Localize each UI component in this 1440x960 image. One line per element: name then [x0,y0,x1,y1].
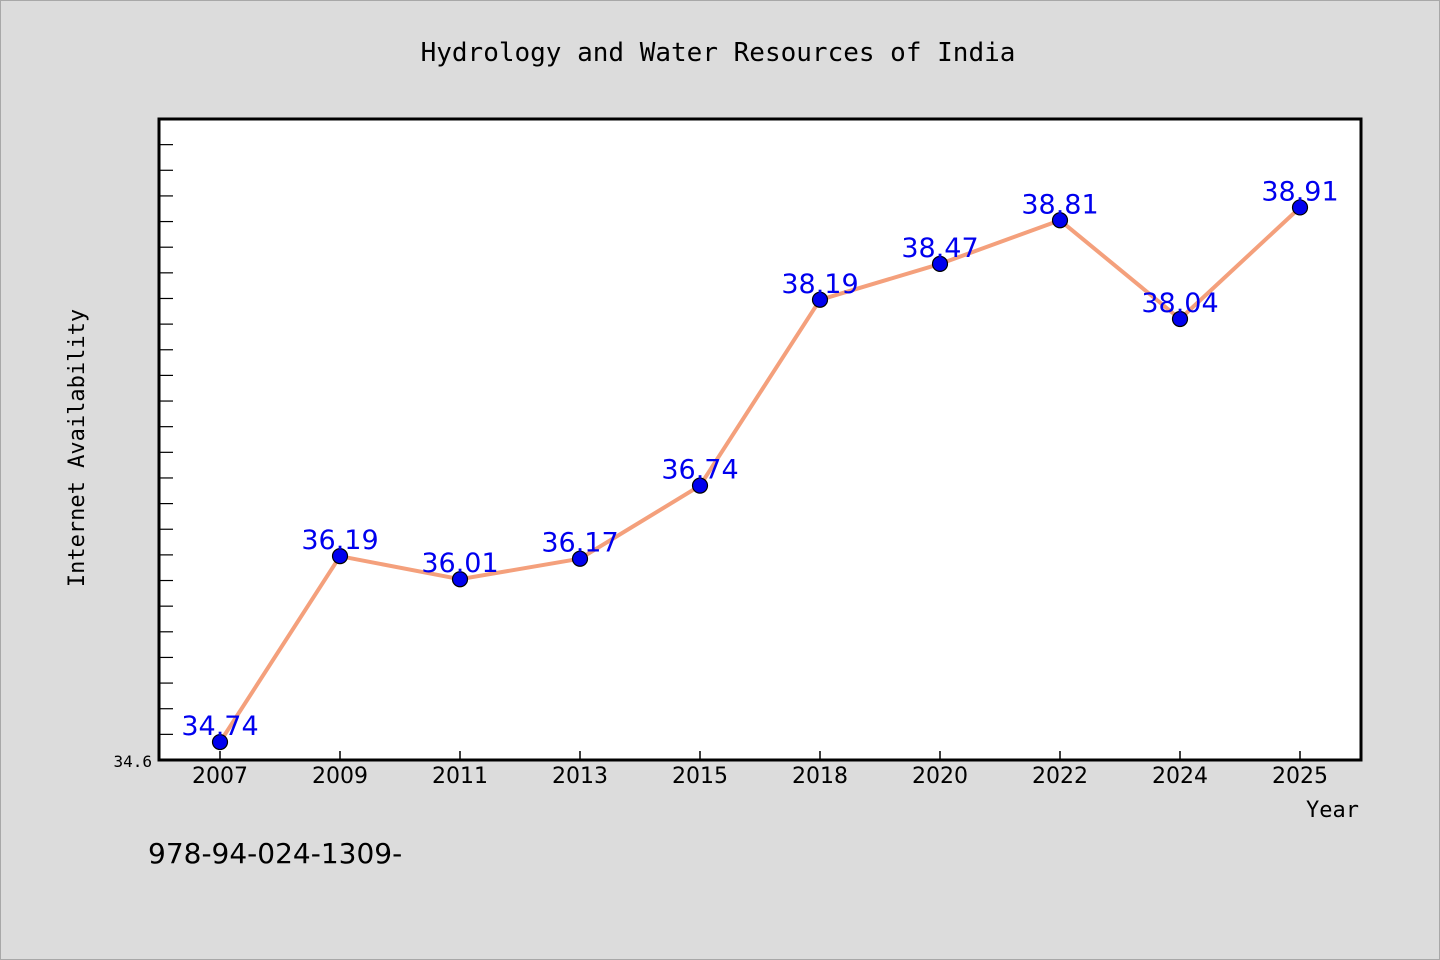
series-line [218,206,1302,744]
x-axis-ticks [219,751,1301,760]
x-tick-label: 2009 [312,764,368,789]
data-label: 36.01 [421,548,498,579]
x-tick-labels: 2007 2009 2011 2013 2015 2018 2020 2022 2024 2025 [192,764,1328,789]
x-tick-label: 2022 [1032,764,1088,789]
x-tick-label: 2011 [432,764,488,789]
data-point [691,477,709,494]
data-label: 36.19 [301,525,378,556]
data-point [811,291,829,308]
data-label: 38.81 [1021,189,1098,220]
data-label: 38.19 [781,269,858,300]
data-point [931,255,949,272]
data-point [331,548,349,565]
chart-title: Hydrology and Water Resources of India [421,38,1016,68]
y-tick-label: 34.6 [113,752,152,771]
x-axis-label: Year [1306,798,1359,823]
isbn-text: 978-94-024-1309- [148,837,402,870]
x-tick-label: 2007 [192,764,248,789]
x-tick-label: 2025 [1272,764,1328,789]
data-point [571,550,589,567]
data-point [1171,310,1189,328]
x-tick-label: 2020 [912,764,968,789]
plot-area [157,117,1363,762]
x-tick-label: 2013 [552,764,608,789]
data-label: 36.74 [661,455,738,486]
x-tick-label: 2024 [1152,764,1208,789]
data-point [451,571,469,588]
data-label: 34.74 [181,711,258,742]
y-minor-ticks [159,118,173,761]
data-label: 38.04 [1141,288,1218,319]
data-label: 38.47 [901,233,978,264]
data-label: 36.17 [541,528,618,559]
x-tick-label: 2018 [792,764,848,789]
data-label: 38.91 [1261,176,1338,207]
data-point [211,733,229,751]
x-tick-label: 2015 [672,764,728,789]
data-markers [211,199,1309,751]
data-point [1291,199,1309,216]
y-axis-label: Internet Availability [65,309,90,587]
data-labels: 34.74 36.19 36.01 36.17 36.74 38.19 38.47 38.81… [181,176,1338,742]
data-point [1051,212,1069,229]
